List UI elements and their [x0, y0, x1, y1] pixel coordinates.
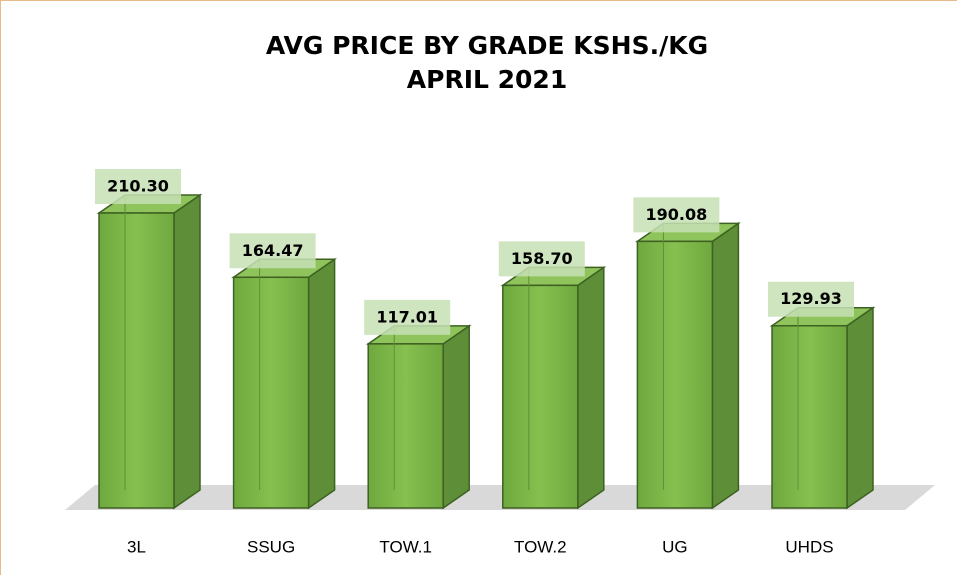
bar [96, 193, 203, 510]
x-tick-label: TOW.1 [379, 537, 432, 556]
value-label-bg [95, 169, 181, 204]
bar-front [771, 324, 848, 509]
chart-title: AVG PRICE BY GRADE KSHS./KG [266, 31, 708, 60]
value-label: 117.01 [376, 307, 438, 326]
bar-side [307, 257, 336, 510]
bar [769, 306, 876, 510]
x-tick-label: TOW.2 [514, 537, 567, 556]
bar-front [636, 240, 714, 509]
bar-side [846, 306, 874, 510]
value-label-bg [498, 241, 585, 277]
bar-side [173, 193, 201, 510]
bar-side [711, 221, 740, 510]
x-tick-label: UHDS [785, 537, 833, 556]
value-label: 164.47 [242, 241, 304, 260]
x-tick-label: SSUG [247, 537, 295, 556]
value-label: 210.30 [107, 177, 169, 196]
x-tick-label: UG [662, 537, 688, 556]
value-label-bg [633, 197, 720, 233]
bar [500, 265, 607, 510]
bar-front [367, 343, 444, 509]
bar-front [98, 212, 175, 509]
value-label: 190.08 [646, 205, 708, 224]
bar [365, 324, 472, 510]
x-tick-label: 3L [127, 537, 146, 556]
bar-front [502, 284, 579, 509]
value-label: 158.70 [511, 249, 573, 268]
value-label-bg [768, 281, 854, 317]
chart-subtitle: APRIL 2021 [407, 65, 567, 94]
bar-side [442, 324, 470, 510]
bar-front [232, 276, 310, 509]
bar-side [577, 265, 605, 510]
value-label-bg [229, 233, 316, 269]
value-label-bg [364, 299, 451, 335]
value-label: 129.93 [780, 289, 842, 308]
bar [634, 221, 741, 510]
bar [231, 257, 338, 510]
